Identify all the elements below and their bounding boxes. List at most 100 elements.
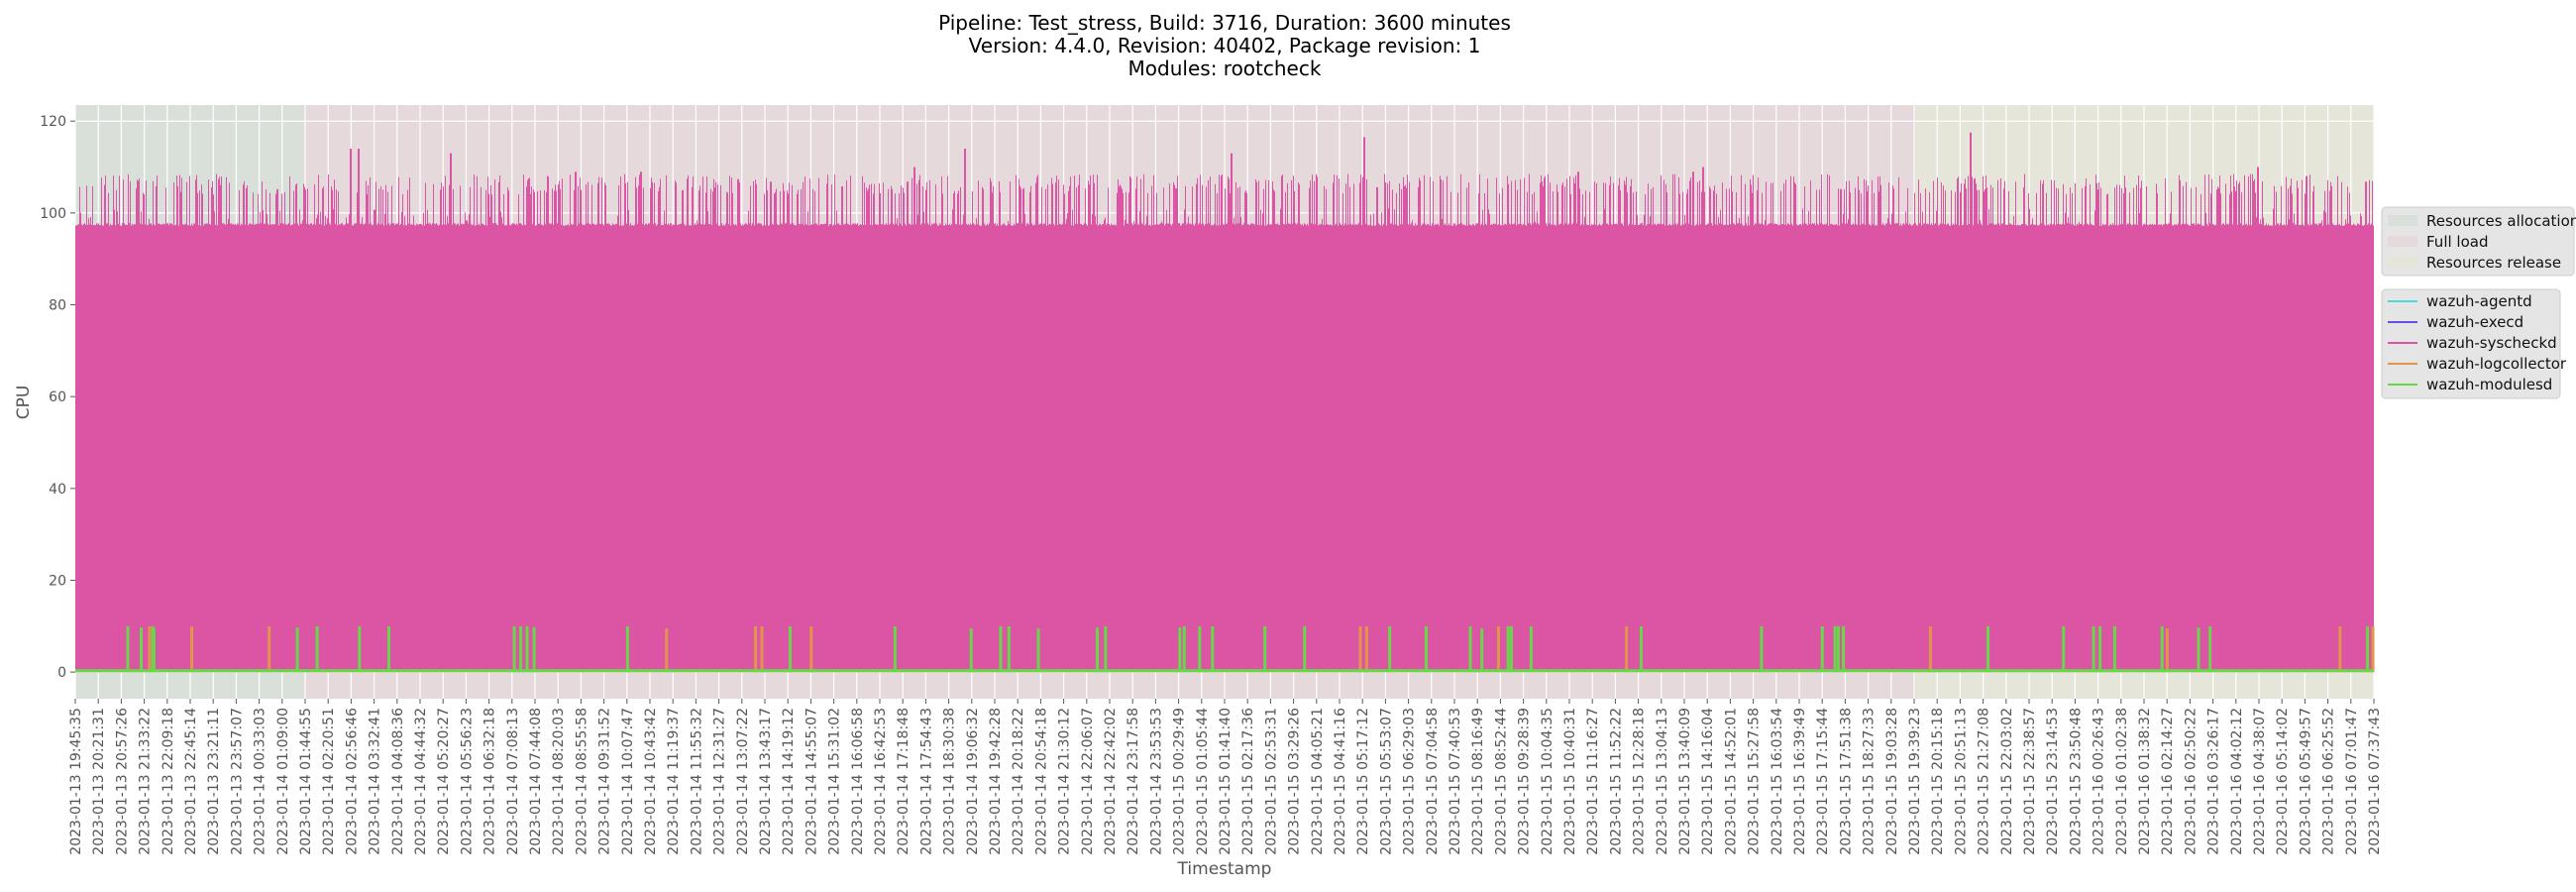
x-tick-label: 2023-01-16 04:38:07	[2252, 708, 2268, 855]
x-tick-label: 2023-01-15 07:40:53	[1448, 708, 1463, 855]
x-tick-label: 2023-01-13 20:57:26	[114, 708, 130, 855]
x-tick-label: 2023-01-15 17:51:38	[1838, 708, 1854, 855]
x-tick-label: 2023-01-15 19:03:28	[1884, 708, 1900, 855]
x-tick-label: 2023-01-14 22:06:07	[1080, 708, 1096, 855]
x-tick-label: 2023-01-14 00:33:03	[253, 708, 268, 855]
x-tick-label: 2023-01-14 22:42:02	[1103, 708, 1119, 855]
x-axis: 2023-01-13 19:45:35 2023-01-13 20:21:31 20…	[68, 699, 2383, 855]
x-tick-label: 2023-01-14 06:32:18	[483, 708, 498, 855]
x-tick-label: 2023-01-15 13:04:13	[1655, 708, 1670, 855]
x-tick-label: 2023-01-16 06:25:52	[2321, 708, 2337, 855]
series-legend-label: wazuh-agentd	[2426, 292, 2532, 310]
x-tick-label: 2023-01-14 07:08:13	[505, 708, 521, 855]
x-tick-label: 2023-01-15 08:16:49	[1470, 708, 1486, 855]
x-tick-label: 2023-01-14 13:07:22	[735, 708, 751, 855]
series-legend-label: wazuh-logcollector	[2426, 355, 2567, 373]
x-tick-label: 2023-01-15 23:50:48	[2068, 708, 2084, 855]
x-tick-label: 2023-01-14 10:43:42	[643, 708, 659, 855]
x-tick-label: 2023-01-15 09:28:39	[1517, 708, 1533, 855]
x-tick-label: 2023-01-16 05:14:02	[2275, 708, 2291, 855]
x-tick-label: 2023-01-13 21:33:22	[138, 708, 154, 855]
x-tick-label: 2023-01-15 18:27:33	[1862, 708, 1878, 855]
x-tick-label: 2023-01-15 20:15:18	[1930, 708, 1946, 855]
y-tick-label: 0	[57, 665, 66, 681]
x-tick-label: 2023-01-15 17:15:44	[1815, 708, 1831, 855]
x-tick-label: 2023-01-14 18:30:38	[942, 708, 958, 855]
x-tick-label: 2023-01-15 15:27:58	[1747, 708, 1763, 855]
region-legend-swatch	[2388, 257, 2417, 268]
x-tick-label: 2023-01-14 19:06:32	[965, 708, 981, 855]
x-tick-label: 2023-01-14 14:19:12	[781, 708, 797, 855]
x-tick-label: 2023-01-15 10:04:35	[1540, 708, 1556, 855]
x-tick-label: 2023-01-16 05:49:57	[2298, 708, 2313, 855]
x-tick-label: 2023-01-14 09:31:52	[597, 708, 613, 855]
x-tick-label: 2023-01-15 21:27:08	[1977, 708, 1992, 855]
x-tick-label: 2023-01-16 07:37:43	[2367, 708, 2383, 855]
x-tick-label: 2023-01-14 02:56:46	[344, 708, 360, 855]
y-tick-label: 20	[49, 573, 66, 589]
x-tick-label: 2023-01-14 23:17:58	[1126, 708, 1141, 855]
x-tick-label: 2023-01-16 02:50:22	[2183, 708, 2199, 855]
x-tick-label: 2023-01-15 08:52:44	[1493, 708, 1509, 855]
x-tick-label: 2023-01-15 06:29:03	[1402, 708, 1418, 855]
x-tick-label: 2023-01-15 02:53:31	[1263, 708, 1279, 855]
x-tick-label: 2023-01-14 17:18:48	[896, 708, 912, 855]
x-tick-label: 2023-01-16 01:02:38	[2114, 708, 2130, 855]
x-tick-label: 2023-01-14 01:09:00	[275, 708, 291, 855]
region-legend-label: Full load	[2426, 233, 2488, 251]
y-tick-label: 120	[40, 114, 66, 130]
x-tick-label: 2023-01-16 01:38:32	[2137, 708, 2153, 855]
x-tick-label: 2023-01-15 16:03:54	[1770, 708, 1785, 855]
x-tick-label: 2023-01-16 04:02:12	[2229, 708, 2245, 855]
x-tick-label: 2023-01-16 02:14:27	[2160, 708, 2176, 855]
x-tick-label: 2023-01-15 03:29:26	[1287, 708, 1303, 855]
region-legend: Resources allocation Full load Resources r…	[2381, 206, 2576, 277]
x-tick-label: 2023-01-15 14:16:04	[1700, 708, 1716, 855]
y-axis-label: CPU	[14, 386, 34, 420]
x-tick-label: 2023-01-14 21:30:12	[1057, 708, 1073, 855]
x-tick-label: 2023-01-16 03:26:17	[2206, 708, 2222, 855]
x-tick-label: 2023-01-16 07:01:47	[2344, 708, 2360, 855]
x-tick-label: 2023-01-15 19:39:23	[1907, 708, 1923, 855]
series-legend-label: wazuh-execd	[2426, 313, 2523, 331]
x-tick-label: 2023-01-13 23:21:11	[206, 708, 222, 855]
x-tick-label: 2023-01-15 10:40:31	[1562, 708, 1578, 855]
x-tick-label: 2023-01-14 16:42:53	[873, 708, 889, 855]
region-legend-box	[2381, 206, 2575, 277]
x-tick-label: 2023-01-14 19:42:28	[988, 708, 1004, 855]
x-tick-label: 2023-01-14 02:20:51	[321, 708, 337, 855]
chart-title-line-2: Version: 4.4.0, Revision: 40402, Package…	[969, 34, 1481, 57]
y-axis: 0 20 40 60 80 100 120	[40, 114, 75, 681]
x-tick-label: 2023-01-15 13:40:09	[1677, 708, 1693, 855]
x-tick-label: 2023-01-13 22:45:14	[183, 708, 199, 855]
x-tick-label: 2023-01-15 00:29:49	[1172, 708, 1188, 855]
x-tick-label: 2023-01-14 11:19:37	[666, 708, 682, 855]
y-tick-label: 40	[49, 482, 66, 498]
x-tick-label: 2023-01-14 15:31:02	[827, 708, 843, 855]
x-tick-label: 2023-01-14 11:55:32	[689, 708, 704, 855]
x-tick-label: 2023-01-14 04:08:36	[390, 708, 406, 855]
x-tick-label: 2023-01-14 12:31:27	[712, 708, 728, 855]
x-tick-label: 2023-01-14 13:43:17	[758, 708, 774, 855]
x-tick-label: 2023-01-15 04:05:21	[1310, 708, 1326, 855]
series-legend: wazuh-agentd wazuh-execd wazuh-syscheckd wa…	[2381, 288, 2567, 399]
region-legend-label: Resources allocation	[2426, 212, 2576, 230]
chart-title-line-3: Modules: rootcheck	[1128, 56, 1322, 80]
series-wazuh-syscheckd	[75, 132, 2374, 673]
x-tick-label: 2023-01-14 07:44:08	[528, 708, 544, 855]
x-tick-label: 2023-01-13 23:57:07	[229, 708, 245, 855]
x-tick-label: 2023-01-13 19:45:35	[68, 708, 84, 855]
x-tick-label: 2023-01-15 02:17:36	[1240, 708, 1256, 855]
x-tick-label: 2023-01-14 08:20:03	[551, 708, 567, 855]
region-legend-label: Resources release	[2426, 254, 2561, 272]
x-tick-label: 2023-01-14 16:06:58	[850, 708, 866, 855]
series-legend-box	[2381, 288, 2561, 399]
y-tick-label: 60	[49, 390, 66, 405]
x-tick-label: 2023-01-15 12:28:18	[1632, 708, 1648, 855]
x-tick-label: 2023-01-14 05:56:23	[459, 708, 475, 855]
x-tick-label: 2023-01-14 20:54:18	[1033, 708, 1049, 855]
x-tick-label: 2023-01-13 22:09:18	[161, 708, 176, 855]
x-tick-label: 2023-01-15 05:53:07	[1378, 708, 1394, 855]
x-tick-label: 2023-01-16 00:26:43	[2092, 708, 2107, 855]
